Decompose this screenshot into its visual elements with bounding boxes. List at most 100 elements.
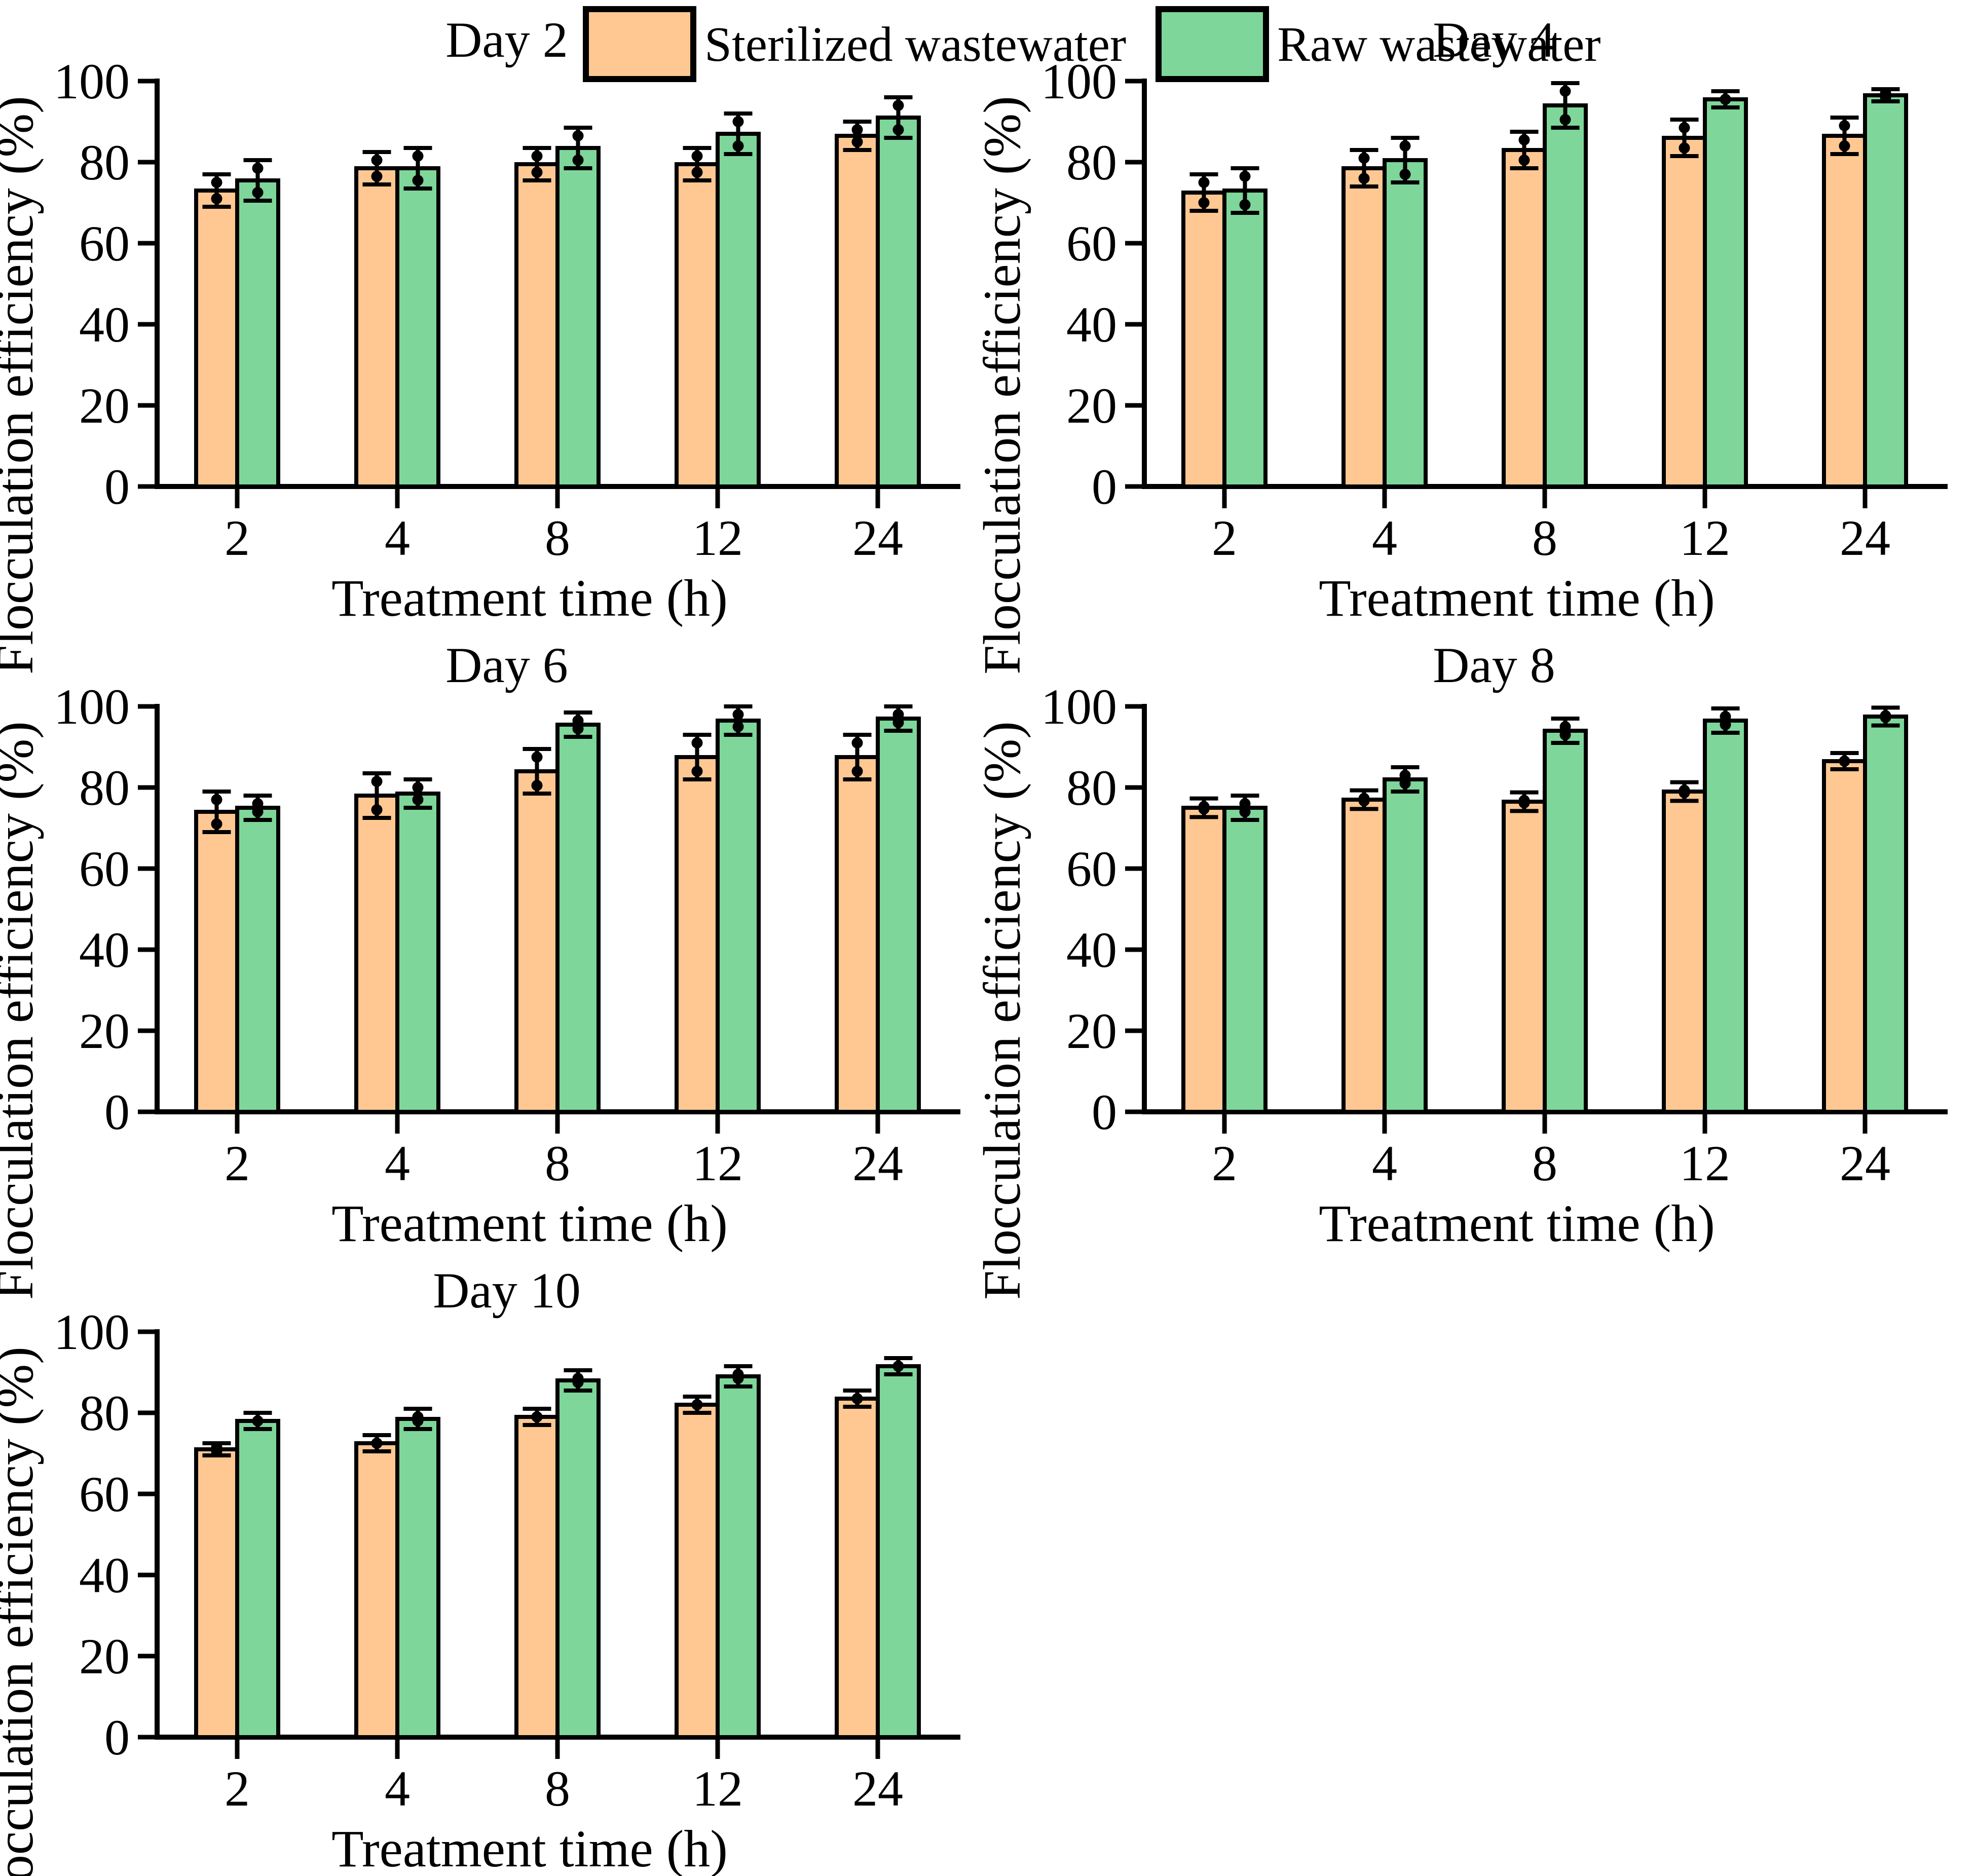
x-tick-label: 2 bbox=[225, 1135, 250, 1191]
y-tick-label: 0 bbox=[104, 1709, 130, 1766]
bar-sterilized-wastewater bbox=[1502, 148, 1547, 489]
replicate-point bbox=[732, 721, 744, 732]
x-tick-label: 2 bbox=[1212, 1135, 1237, 1191]
bar-sterilized-wastewater bbox=[1341, 166, 1387, 489]
legend-item-raw-wastewater: Raw wastewater bbox=[1156, 6, 1601, 82]
replicate-point bbox=[892, 124, 904, 135]
y-tick-label: 0 bbox=[104, 1084, 130, 1140]
bar-raw-wastewater bbox=[716, 719, 761, 1114]
x-tick-label: 24 bbox=[1840, 510, 1890, 566]
x-axis-label: Treatment time (h) bbox=[1319, 569, 1715, 627]
replicate-point bbox=[1559, 114, 1571, 125]
replicate-point bbox=[1518, 155, 1530, 166]
y-tick-label: 20 bbox=[79, 1003, 130, 1059]
replicate-point bbox=[691, 766, 703, 777]
x-tick-label: 2 bbox=[225, 510, 250, 566]
bar-sterilized-wastewater bbox=[194, 189, 239, 489]
x-axis-label: Treatment time (h) bbox=[331, 1194, 728, 1253]
replicate-point bbox=[691, 737, 703, 748]
x-tick-label: 12 bbox=[1680, 1135, 1730, 1191]
y-tick-label: 60 bbox=[1066, 215, 1117, 272]
bar-raw-wastewater bbox=[395, 792, 440, 1114]
replicate-point bbox=[252, 187, 264, 198]
legend-label-raw-wastewater: Raw wastewater bbox=[1277, 17, 1601, 71]
replicate-point bbox=[851, 136, 863, 147]
bar-sterilized-wastewater bbox=[675, 1403, 720, 1739]
bar-raw-wastewater bbox=[1383, 777, 1428, 1114]
bar-sterilized-wastewater bbox=[835, 1397, 880, 1739]
x-tick-label: 8 bbox=[1532, 510, 1557, 566]
y-axis-label: Flocculation efficiency (%) bbox=[0, 96, 44, 674]
replicate-point bbox=[1720, 711, 1731, 722]
x-tick-label: 12 bbox=[692, 1135, 743, 1191]
replicate-point bbox=[572, 715, 584, 726]
bar-raw-wastewater bbox=[1863, 715, 1908, 1114]
bar-sterilized-wastewater bbox=[835, 755, 880, 1114]
replicate-point bbox=[691, 1399, 703, 1410]
x-tick-label: 2 bbox=[225, 1760, 250, 1817]
replicate-point bbox=[572, 130, 584, 141]
replicate-point bbox=[732, 709, 744, 720]
replicate-point bbox=[1198, 197, 1210, 208]
x-tick-label: 8 bbox=[1532, 1135, 1557, 1191]
replicate-point bbox=[1679, 142, 1690, 154]
bar-chart-day-2: Day 2 Flocculation efficiency (%) Treatmen… bbox=[0, 12, 960, 674]
y-tick-label: 80 bbox=[79, 134, 130, 191]
y-tick-label: 60 bbox=[79, 841, 130, 897]
y-axis-label: Flocculation efficiency (%) bbox=[0, 1346, 44, 1876]
y-tick-label: 0 bbox=[1092, 1084, 1117, 1140]
panel-title: Day 6 bbox=[445, 637, 568, 693]
y-tick-label: 40 bbox=[79, 922, 130, 978]
replicate-point bbox=[531, 151, 543, 162]
replicate-point bbox=[1198, 177, 1210, 188]
replicate-point bbox=[1399, 140, 1411, 152]
bar-sterilized-wastewater bbox=[1181, 806, 1226, 1114]
y-tick-label: 40 bbox=[1066, 922, 1117, 978]
panel-title: Day 4 bbox=[1433, 12, 1555, 68]
chart-panel-day-4: Day 4 Flocculation efficiency (%) Treatmen… bbox=[973, 0, 1974, 674]
replicate-point bbox=[851, 737, 863, 748]
chart-legend: Sterilized wastewater Raw wastewater bbox=[583, 6, 1601, 82]
x-axis-label: Treatment time (h) bbox=[1319, 1194, 1715, 1253]
x-tick-label: 4 bbox=[385, 1760, 410, 1817]
y-tick-label: 40 bbox=[79, 296, 130, 353]
panel-title: Day 8 bbox=[1433, 637, 1555, 693]
replicate-point bbox=[252, 806, 264, 817]
bar-sterilized-wastewater bbox=[354, 166, 399, 489]
bar-raw-wastewater bbox=[555, 723, 601, 1114]
replicate-point bbox=[412, 782, 424, 793]
replicate-point bbox=[1559, 86, 1571, 97]
x-tick-label: 4 bbox=[385, 510, 410, 566]
x-tick-label: 4 bbox=[1372, 510, 1397, 566]
bar-raw-wastewater bbox=[1863, 93, 1908, 489]
y-tick-label: 100 bbox=[54, 679, 130, 735]
y-tick-label: 60 bbox=[1066, 841, 1117, 897]
replicate-point bbox=[211, 177, 222, 188]
replicate-point bbox=[1239, 199, 1251, 210]
replicate-point bbox=[1358, 795, 1370, 807]
replicate-point bbox=[371, 171, 383, 182]
bar-raw-wastewater bbox=[1703, 97, 1748, 489]
x-tick-label: 24 bbox=[852, 1760, 903, 1817]
replicate-point bbox=[412, 794, 424, 805]
replicate-point bbox=[1720, 719, 1731, 730]
y-tick-label: 80 bbox=[79, 760, 130, 816]
bar-raw-wastewater bbox=[1383, 158, 1428, 489]
replicate-point bbox=[1880, 711, 1891, 723]
replicate-point bbox=[371, 1438, 383, 1449]
chart-panel-day-2: Day 2 Flocculation efficiency (%) Treatmen… bbox=[0, 0, 987, 674]
bar-sterilized-wastewater bbox=[1662, 790, 1707, 1114]
y-tick-label: 100 bbox=[1041, 53, 1117, 109]
replicate-point bbox=[1839, 120, 1850, 131]
replicate-point bbox=[531, 780, 543, 791]
bar-sterilized-wastewater bbox=[514, 1415, 560, 1739]
bar-sterilized-wastewater bbox=[675, 162, 720, 489]
replicate-point bbox=[691, 167, 703, 178]
replicate-point bbox=[732, 1373, 744, 1384]
y-tick-label: 100 bbox=[54, 1304, 130, 1360]
bar-sterilized-wastewater bbox=[1341, 798, 1387, 1114]
y-tick-label: 0 bbox=[1092, 459, 1117, 515]
replicate-point bbox=[531, 167, 543, 178]
replicate-point bbox=[211, 818, 222, 830]
